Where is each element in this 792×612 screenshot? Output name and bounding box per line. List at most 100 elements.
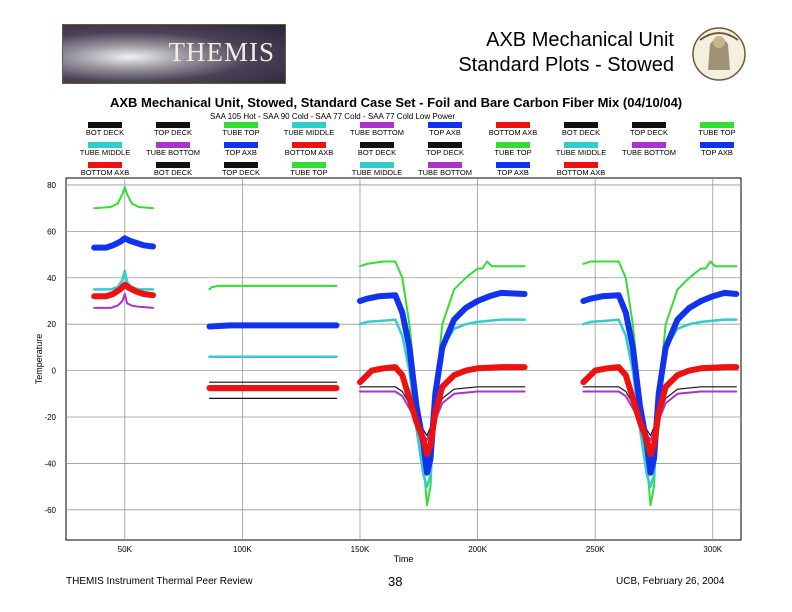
legend-label: TUBE TOP <box>222 128 260 137</box>
legend-swatch <box>496 122 530 128</box>
y-tick-label: 80 <box>47 181 56 190</box>
series-line <box>582 386 737 437</box>
legend-label: BOT DECK <box>153 168 193 177</box>
y-tick-label: -40 <box>44 459 56 468</box>
legend-swatch <box>632 122 666 128</box>
y-tick-label: 40 <box>47 274 56 283</box>
legend-swatch <box>564 122 598 128</box>
legend-item: TUBE BOTTOM <box>138 142 208 157</box>
legend-item: TUBE MIDDLE <box>546 142 616 157</box>
legend-swatch <box>156 162 190 168</box>
legend-label: TUBE BOTTOM <box>621 148 677 157</box>
legend-swatch <box>360 142 394 148</box>
legend-label: BOT DECK <box>561 128 601 137</box>
legend-item: TUBE TOP <box>206 122 276 137</box>
legend-label: TOP AXB <box>701 148 733 157</box>
legend-item: BOT DECK <box>546 122 616 137</box>
legend-label: BOTTOM AXB <box>556 168 606 177</box>
legend-item: TUBE BOTTOM <box>614 142 684 157</box>
legend-swatch <box>292 162 326 168</box>
legend-swatch <box>700 122 734 128</box>
plot-area <box>65 177 742 541</box>
slide-title-line2: Standard Plots - Stowed <box>458 54 674 76</box>
legend-swatch <box>700 142 734 148</box>
series-line <box>580 289 740 476</box>
legend-swatch <box>428 142 462 148</box>
x-tick-label: 200K <box>468 545 487 554</box>
legend-label: BOTTOM AXB <box>80 168 130 177</box>
legend-item: TUBE MIDDLE <box>342 162 412 177</box>
legend-item: TUBE TOP <box>682 122 752 137</box>
legend-item: TOP DECK <box>410 142 480 157</box>
y-tick-label: -60 <box>44 506 56 515</box>
series-line <box>357 289 528 476</box>
y-tick-label: 0 <box>52 367 57 376</box>
legend-label: TUBE MIDDLE <box>555 148 607 157</box>
series-line <box>93 293 154 309</box>
footer-right: UCB, February 26, 2004 <box>616 576 725 587</box>
legend-item: BOT DECK <box>138 162 208 177</box>
legend-label: TOP DECK <box>425 148 465 157</box>
legend-swatch <box>564 162 598 168</box>
legend-item: BOT DECK <box>342 142 412 157</box>
slide-title-line1: AXB Mechanical Unit <box>486 29 674 51</box>
legend-label: TOP DECK <box>629 128 669 137</box>
legend-label: TUBE MIDDLE <box>283 128 335 137</box>
legend-swatch <box>428 162 462 168</box>
series-line <box>580 364 740 458</box>
legend-swatch <box>224 122 258 128</box>
legend-swatch <box>564 142 598 148</box>
legend-swatch <box>156 142 190 148</box>
legend-label: TUBE TOP <box>698 128 736 137</box>
legend-item: BOTTOM AXB <box>546 162 616 177</box>
legend-swatch <box>224 162 258 168</box>
legend-label: TUBE MIDDLE <box>79 148 131 157</box>
series-line <box>359 386 526 437</box>
legend-item: TUBE TOP <box>478 142 548 157</box>
legend-item: TOP AXB <box>206 142 276 157</box>
series-line <box>208 284 338 291</box>
legend-label: TUBE BOTTOM <box>417 168 473 177</box>
x-tick-label: 50K <box>118 545 133 554</box>
legend-swatch <box>88 142 122 148</box>
legend-item: TOP AXB <box>682 142 752 157</box>
series-line <box>206 322 340 330</box>
legend-item: TUBE BOTTOM <box>410 162 480 177</box>
legend-item: TOP DECK <box>614 122 684 137</box>
x-tick-label: 300K <box>703 545 722 554</box>
y-tick-label: 60 <box>47 227 56 236</box>
legend-swatch <box>496 162 530 168</box>
series-line <box>91 235 156 251</box>
legend-swatch <box>496 142 530 148</box>
legend-item: TUBE TOP <box>274 162 344 177</box>
legend-item: TOP AXB <box>410 122 480 137</box>
legend-label: TOP DECK <box>153 128 193 137</box>
legend-label: TUBE MIDDLE <box>351 168 403 177</box>
legend-swatch <box>88 162 122 168</box>
legend-swatch <box>632 142 666 148</box>
series-line <box>93 186 154 210</box>
legend-item: BOT DECK <box>70 122 140 137</box>
x-tick-label: 100K <box>233 545 252 554</box>
series-line <box>357 364 528 458</box>
legend-item: BOTTOM AXB <box>70 162 140 177</box>
legend-item: TUBE MIDDLE <box>70 142 140 157</box>
legend-swatch <box>360 162 394 168</box>
x-tick-label: 150K <box>351 545 370 554</box>
legend-item: TOP DECK <box>206 162 276 177</box>
legend-label: BOTTOM AXB <box>284 148 334 157</box>
plot-title: AXB Mechanical Unit, Stowed, Standard Ca… <box>110 95 683 110</box>
legend-swatch <box>224 142 258 148</box>
legend-item: TUBE MIDDLE <box>274 122 344 137</box>
legend-swatch <box>156 122 190 128</box>
plot-subtitle: SAA 105 Hot - SAA 90 Cold - SAA 77 Cold … <box>210 112 456 121</box>
legend-label: TOP DECK <box>221 168 261 177</box>
footer-left: THEMIS Instrument Thermal Peer Review <box>66 576 253 587</box>
legend-label: TOP AXB <box>429 128 461 137</box>
series-line <box>582 318 738 488</box>
legend-item: TUBE BOTTOM <box>342 122 412 137</box>
legend-label: TUBE BOTTOM <box>349 128 405 137</box>
logo-text: THEMIS <box>168 37 275 67</box>
legend-item: TOP DECK <box>138 122 208 137</box>
legend-label: TOP AXB <box>225 148 257 157</box>
